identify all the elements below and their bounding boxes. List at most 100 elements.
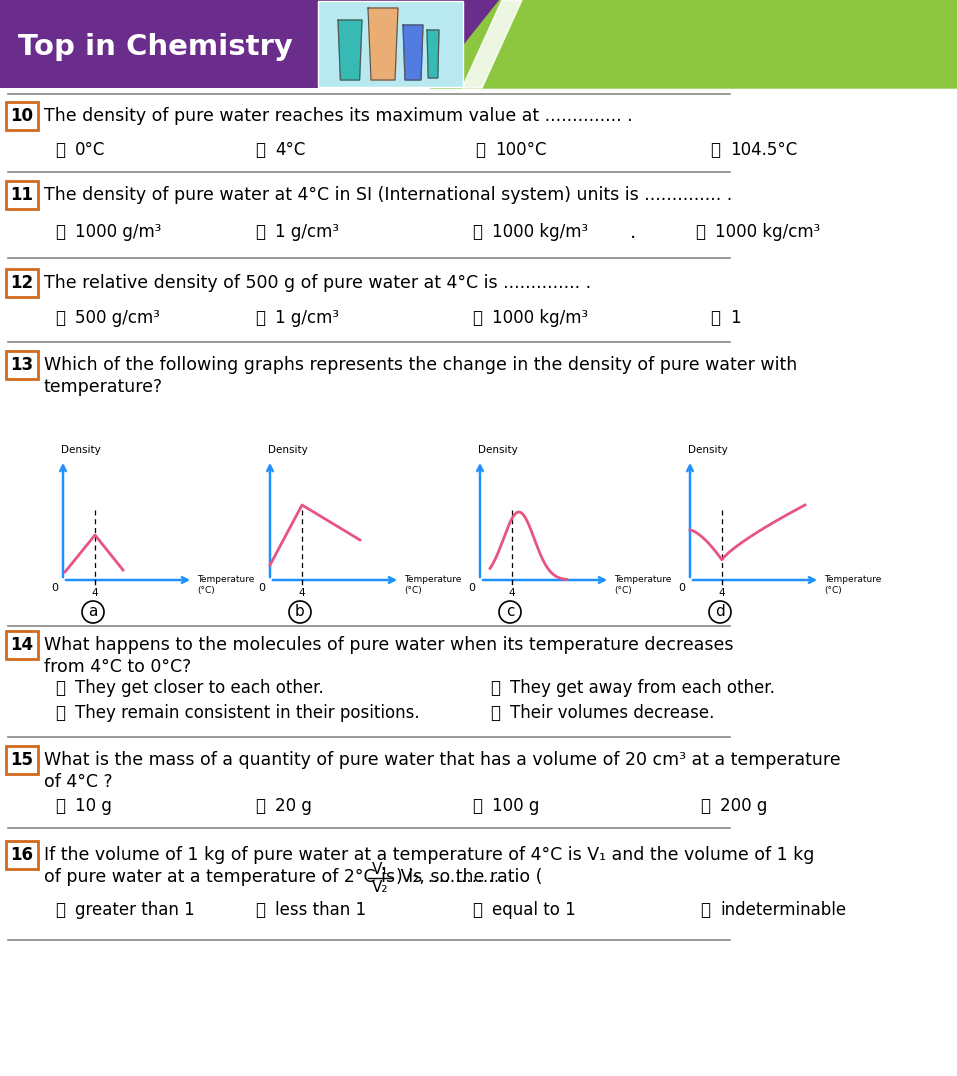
Text: from 4°C to 0°C?: from 4°C to 0°C? — [44, 659, 191, 676]
Polygon shape — [368, 8, 398, 80]
Text: ⓒ: ⓒ — [55, 704, 65, 722]
Polygon shape — [462, 0, 522, 88]
Text: Temperature: Temperature — [404, 576, 461, 584]
Text: 4°C: 4°C — [275, 141, 305, 159]
Text: ⓑ: ⓑ — [255, 223, 265, 241]
Text: Which of the following graphs represents the change in the density of pure water: Which of the following graphs represents… — [44, 356, 797, 374]
Text: Temperature: Temperature — [614, 576, 672, 584]
Text: Density: Density — [688, 445, 727, 455]
Text: If the volume of 1 kg of pure water at a temperature of 4°C is V₁ and the volume: If the volume of 1 kg of pure water at a… — [44, 846, 814, 864]
Polygon shape — [430, 0, 957, 88]
Text: temperature?: temperature? — [44, 378, 163, 396]
FancyBboxPatch shape — [6, 269, 38, 297]
Text: .: . — [630, 223, 636, 241]
Text: ⓒ: ⓒ — [472, 223, 482, 241]
Text: d: d — [715, 605, 724, 620]
Text: ⓐ: ⓐ — [55, 223, 65, 241]
Text: 4: 4 — [92, 587, 99, 598]
Text: Their volumes decrease.: Their volumes decrease. — [510, 704, 714, 722]
FancyBboxPatch shape — [0, 0, 957, 88]
Text: less than 1: less than 1 — [275, 901, 367, 919]
Text: ⓑ: ⓑ — [255, 901, 265, 919]
Text: ⓑ: ⓑ — [490, 679, 500, 697]
Text: What happens to the molecules of pure water when its temperature decreases: What happens to the molecules of pure wa… — [44, 636, 733, 654]
Text: 4: 4 — [299, 587, 305, 598]
Text: 16: 16 — [11, 846, 33, 864]
Text: Density: Density — [478, 445, 518, 455]
FancyBboxPatch shape — [6, 631, 38, 659]
Text: 0: 0 — [258, 583, 265, 593]
FancyBboxPatch shape — [6, 102, 38, 130]
Text: 0: 0 — [51, 583, 58, 593]
Text: V₂: V₂ — [371, 880, 389, 895]
Text: ⓑ: ⓑ — [255, 141, 265, 159]
Text: (°C): (°C) — [197, 586, 214, 595]
Text: The density of pure water at 4°C in SI (International system) units is .........: The density of pure water at 4°C in SI (… — [44, 186, 732, 204]
Text: indeterminable: indeterminable — [720, 901, 846, 919]
FancyBboxPatch shape — [6, 181, 38, 209]
Text: The relative density of 500 g of pure water at 4°C is .............. .: The relative density of 500 g of pure wa… — [44, 274, 591, 292]
Text: 1 g/cm³: 1 g/cm³ — [275, 223, 339, 241]
Text: They get closer to each other.: They get closer to each other. — [75, 679, 323, 697]
Polygon shape — [338, 20, 362, 80]
Text: 0°C: 0°C — [75, 141, 105, 159]
Text: 10 g: 10 g — [75, 797, 112, 815]
Text: ⓐ: ⓐ — [55, 901, 65, 919]
FancyBboxPatch shape — [6, 746, 38, 774]
Text: 4: 4 — [719, 587, 725, 598]
Text: Temperature: Temperature — [824, 576, 881, 584]
Text: 1000 kg/cm³: 1000 kg/cm³ — [715, 223, 820, 241]
Text: Top in Chemistry: Top in Chemistry — [18, 33, 293, 61]
Text: They get away from each other.: They get away from each other. — [510, 679, 775, 697]
FancyBboxPatch shape — [6, 351, 38, 379]
Text: ⓒ: ⓒ — [472, 901, 482, 919]
Text: 100°C: 100°C — [495, 141, 546, 159]
Text: ⓓ: ⓓ — [695, 223, 705, 241]
Text: 11: 11 — [11, 186, 33, 204]
FancyBboxPatch shape — [0, 94, 957, 1076]
Text: Density: Density — [61, 445, 100, 455]
Text: 15: 15 — [11, 751, 33, 769]
Text: The density of pure water reaches its maximum value at .............. .: The density of pure water reaches its ma… — [44, 107, 633, 125]
Text: 13: 13 — [11, 356, 33, 374]
Polygon shape — [403, 25, 423, 80]
Text: ⓒ: ⓒ — [475, 141, 485, 159]
Text: ⓐ: ⓐ — [55, 141, 65, 159]
Polygon shape — [427, 30, 439, 77]
Text: Temperature: Temperature — [197, 576, 255, 584]
Text: 100 g: 100 g — [492, 797, 540, 815]
Text: ⓐ: ⓐ — [55, 797, 65, 815]
Text: 500 g/cm³: 500 g/cm³ — [75, 309, 160, 327]
Text: (°C): (°C) — [614, 586, 632, 595]
Text: 104.5°C: 104.5°C — [730, 141, 797, 159]
Text: ⓒ: ⓒ — [472, 797, 482, 815]
Text: 1000 g/m³: 1000 g/m³ — [75, 223, 162, 241]
Text: ⓐ: ⓐ — [55, 309, 65, 327]
Text: Density: Density — [268, 445, 308, 455]
Text: 1000 kg/m³: 1000 kg/m³ — [492, 223, 589, 241]
Text: What is the mass of a quantity of pure water that has a volume of 20 cm³ at a te: What is the mass of a quantity of pure w… — [44, 751, 840, 769]
Text: of pure water at a temperature of 2°C is V₂, so the ratio (: of pure water at a temperature of 2°C is… — [44, 868, 543, 886]
Text: 20 g: 20 g — [275, 797, 312, 815]
Text: 0: 0 — [678, 583, 685, 593]
Text: ⓓ: ⓓ — [490, 704, 500, 722]
Text: ⓒ: ⓒ — [472, 309, 482, 327]
Text: (°C): (°C) — [404, 586, 422, 595]
Text: ⓐ: ⓐ — [55, 679, 65, 697]
Text: 200 g: 200 g — [720, 797, 768, 815]
Text: ⓓ: ⓓ — [710, 309, 720, 327]
Text: ⓓ: ⓓ — [700, 901, 710, 919]
Text: 0: 0 — [468, 583, 475, 593]
Text: c: c — [505, 605, 514, 620]
Text: ⓑ: ⓑ — [255, 309, 265, 327]
Text: V₁: V₁ — [371, 863, 389, 878]
Text: of 4°C ?: of 4°C ? — [44, 773, 113, 791]
FancyBboxPatch shape — [6, 841, 38, 869]
Text: They remain consistent in their positions.: They remain consistent in their position… — [75, 704, 419, 722]
Text: 4: 4 — [509, 587, 515, 598]
Text: ⓓ: ⓓ — [700, 797, 710, 815]
FancyBboxPatch shape — [318, 1, 463, 87]
Text: 1 g/cm³: 1 g/cm³ — [275, 309, 339, 327]
Text: a: a — [88, 605, 98, 620]
Text: equal to 1: equal to 1 — [492, 901, 576, 919]
